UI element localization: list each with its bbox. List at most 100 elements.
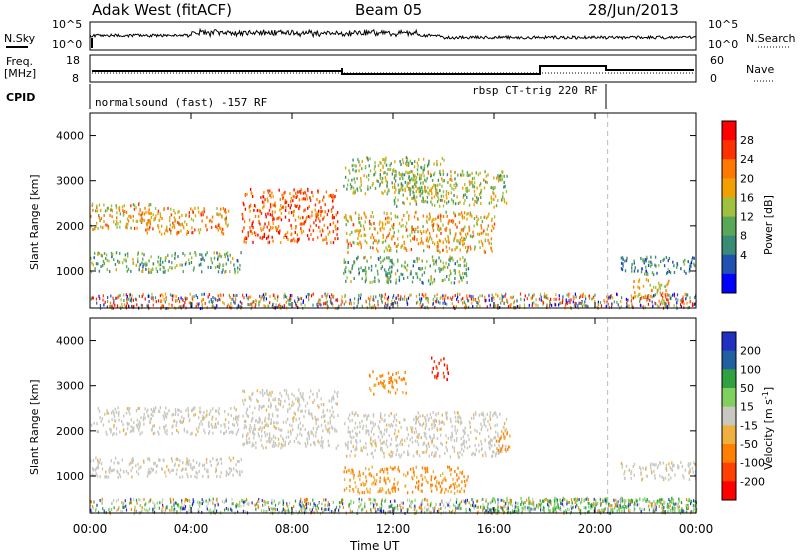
vel-echo-cell [456, 478, 458, 482]
vel-echo-cell [108, 419, 110, 423]
power-echo-cell [279, 215, 281, 219]
vel-echo-cell [555, 497, 558, 501]
power-echo-cell [432, 241, 434, 245]
power-echo-cell [465, 262, 468, 266]
power-echo-cell [188, 258, 190, 262]
vel-echo-cell [139, 432, 141, 436]
vel-echo-cell [118, 418, 120, 422]
power-speckle-cell [420, 300, 422, 304]
power-speckle-cell [679, 299, 681, 303]
vel-echo-cell [140, 416, 142, 420]
power-speckle-cell [297, 299, 299, 303]
power-echo-cell [453, 194, 455, 197]
power-speckle-cell [451, 302, 453, 306]
power-echo-cell [426, 260, 428, 263]
power-echo-cell [158, 218, 161, 222]
power-echo-cell [433, 242, 436, 246]
vel-echo-cell [332, 427, 334, 430]
power-speckle-cell [528, 303, 530, 307]
power-echo-cell [432, 259, 434, 262]
vel-echo-cell [659, 498, 661, 502]
vel-echo-cell [381, 373, 384, 377]
vel-echo-cell [143, 412, 145, 416]
power-echo-cell [693, 264, 696, 268]
power-speckle-cell [387, 298, 389, 302]
power-echo-cell [370, 236, 372, 239]
power-speckle-cell [668, 304, 670, 307]
vel-echo-cell [669, 466, 671, 469]
power-echo-cell [415, 202, 418, 206]
power-speckle-cell [406, 301, 408, 305]
power-echo-cell [201, 219, 203, 223]
vel-echo-cell [532, 503, 535, 507]
power-echo-cell [213, 256, 216, 260]
power-echo-cell [436, 163, 438, 167]
power-echo-cell [329, 194, 332, 197]
vel-echo-cell [245, 438, 248, 442]
vel-echo-cell [391, 454, 393, 458]
vel-echo-cell [365, 475, 367, 479]
vel-echo-cell [211, 417, 213, 421]
power-echo-cell [160, 257, 162, 260]
power-speckle-cell [201, 299, 203, 303]
power-speckle-cell [109, 304, 111, 308]
power-echo-cell [439, 189, 441, 193]
power-echo-cell [439, 239, 442, 243]
vel-speckle-cell [359, 503, 361, 507]
power-echo-cell [471, 214, 473, 218]
vel-echo-cell [656, 499, 659, 503]
vel-echo-cell [389, 391, 392, 394]
vel-echo-cell [414, 485, 417, 489]
vel-echo-cell [449, 417, 452, 421]
vel-echo-cell [270, 421, 272, 425]
power-echo-cell [469, 245, 471, 249]
power-colorbar-segment [722, 121, 736, 141]
vel-echo-cell [347, 440, 349, 444]
power-speckle-cell [491, 293, 493, 297]
power-echo-cell [454, 177, 456, 181]
vel-echo-cell [180, 410, 182, 413]
vel-echo-cell [448, 486, 451, 490]
vel-echo-cell [683, 476, 685, 480]
power-echo-cell [501, 177, 504, 181]
vel-echo-cell [650, 465, 652, 469]
power-echo-cell [659, 291, 661, 295]
power-speckle-cell [164, 292, 167, 296]
power-echo-cell [631, 269, 633, 273]
vel-echo-cell [275, 405, 277, 409]
vel-echo-cell [296, 433, 299, 437]
vel-echo-cell [297, 424, 300, 428]
power-echo-cell [419, 268, 421, 271]
power-echo-cell [267, 241, 269, 245]
power-echo-cell [396, 269, 399, 273]
vel-echo-cell [523, 500, 525, 504]
power-echo-cell [149, 211, 151, 215]
vel-speckle-cell [357, 508, 359, 512]
power-echo-cell [170, 207, 172, 211]
vel-echo-cell [360, 483, 362, 487]
power-echo-cell [141, 216, 143, 220]
vel-echo-band [343, 465, 469, 495]
power-echo-cell [382, 236, 384, 239]
power-echo-cell [387, 216, 389, 220]
power-echo-cell [419, 241, 422, 245]
vel-echo-cell [401, 443, 404, 446]
power-speckle-cell [360, 293, 362, 297]
power-speckle-cell [471, 301, 473, 305]
power-echo-cell [413, 175, 415, 179]
power-echo-cell [487, 224, 489, 228]
vel-echo-cell [430, 485, 432, 489]
vel-echo-cell [158, 432, 160, 436]
vel-echo-cell [655, 463, 657, 467]
power-echo-cell [411, 230, 413, 234]
power-speckle-cell [459, 292, 461, 296]
power-echo-cell [439, 183, 441, 187]
vel-echo-cell [404, 484, 406, 488]
power-echo-cell [303, 222, 305, 226]
power-echo-cell [295, 205, 297, 208]
vel-echo-cell [429, 435, 431, 438]
power-echo-cell [490, 201, 493, 205]
vel-echo-cell [312, 416, 314, 420]
power-echo-cell [479, 246, 481, 250]
vel-echo-cell [247, 415, 250, 418]
